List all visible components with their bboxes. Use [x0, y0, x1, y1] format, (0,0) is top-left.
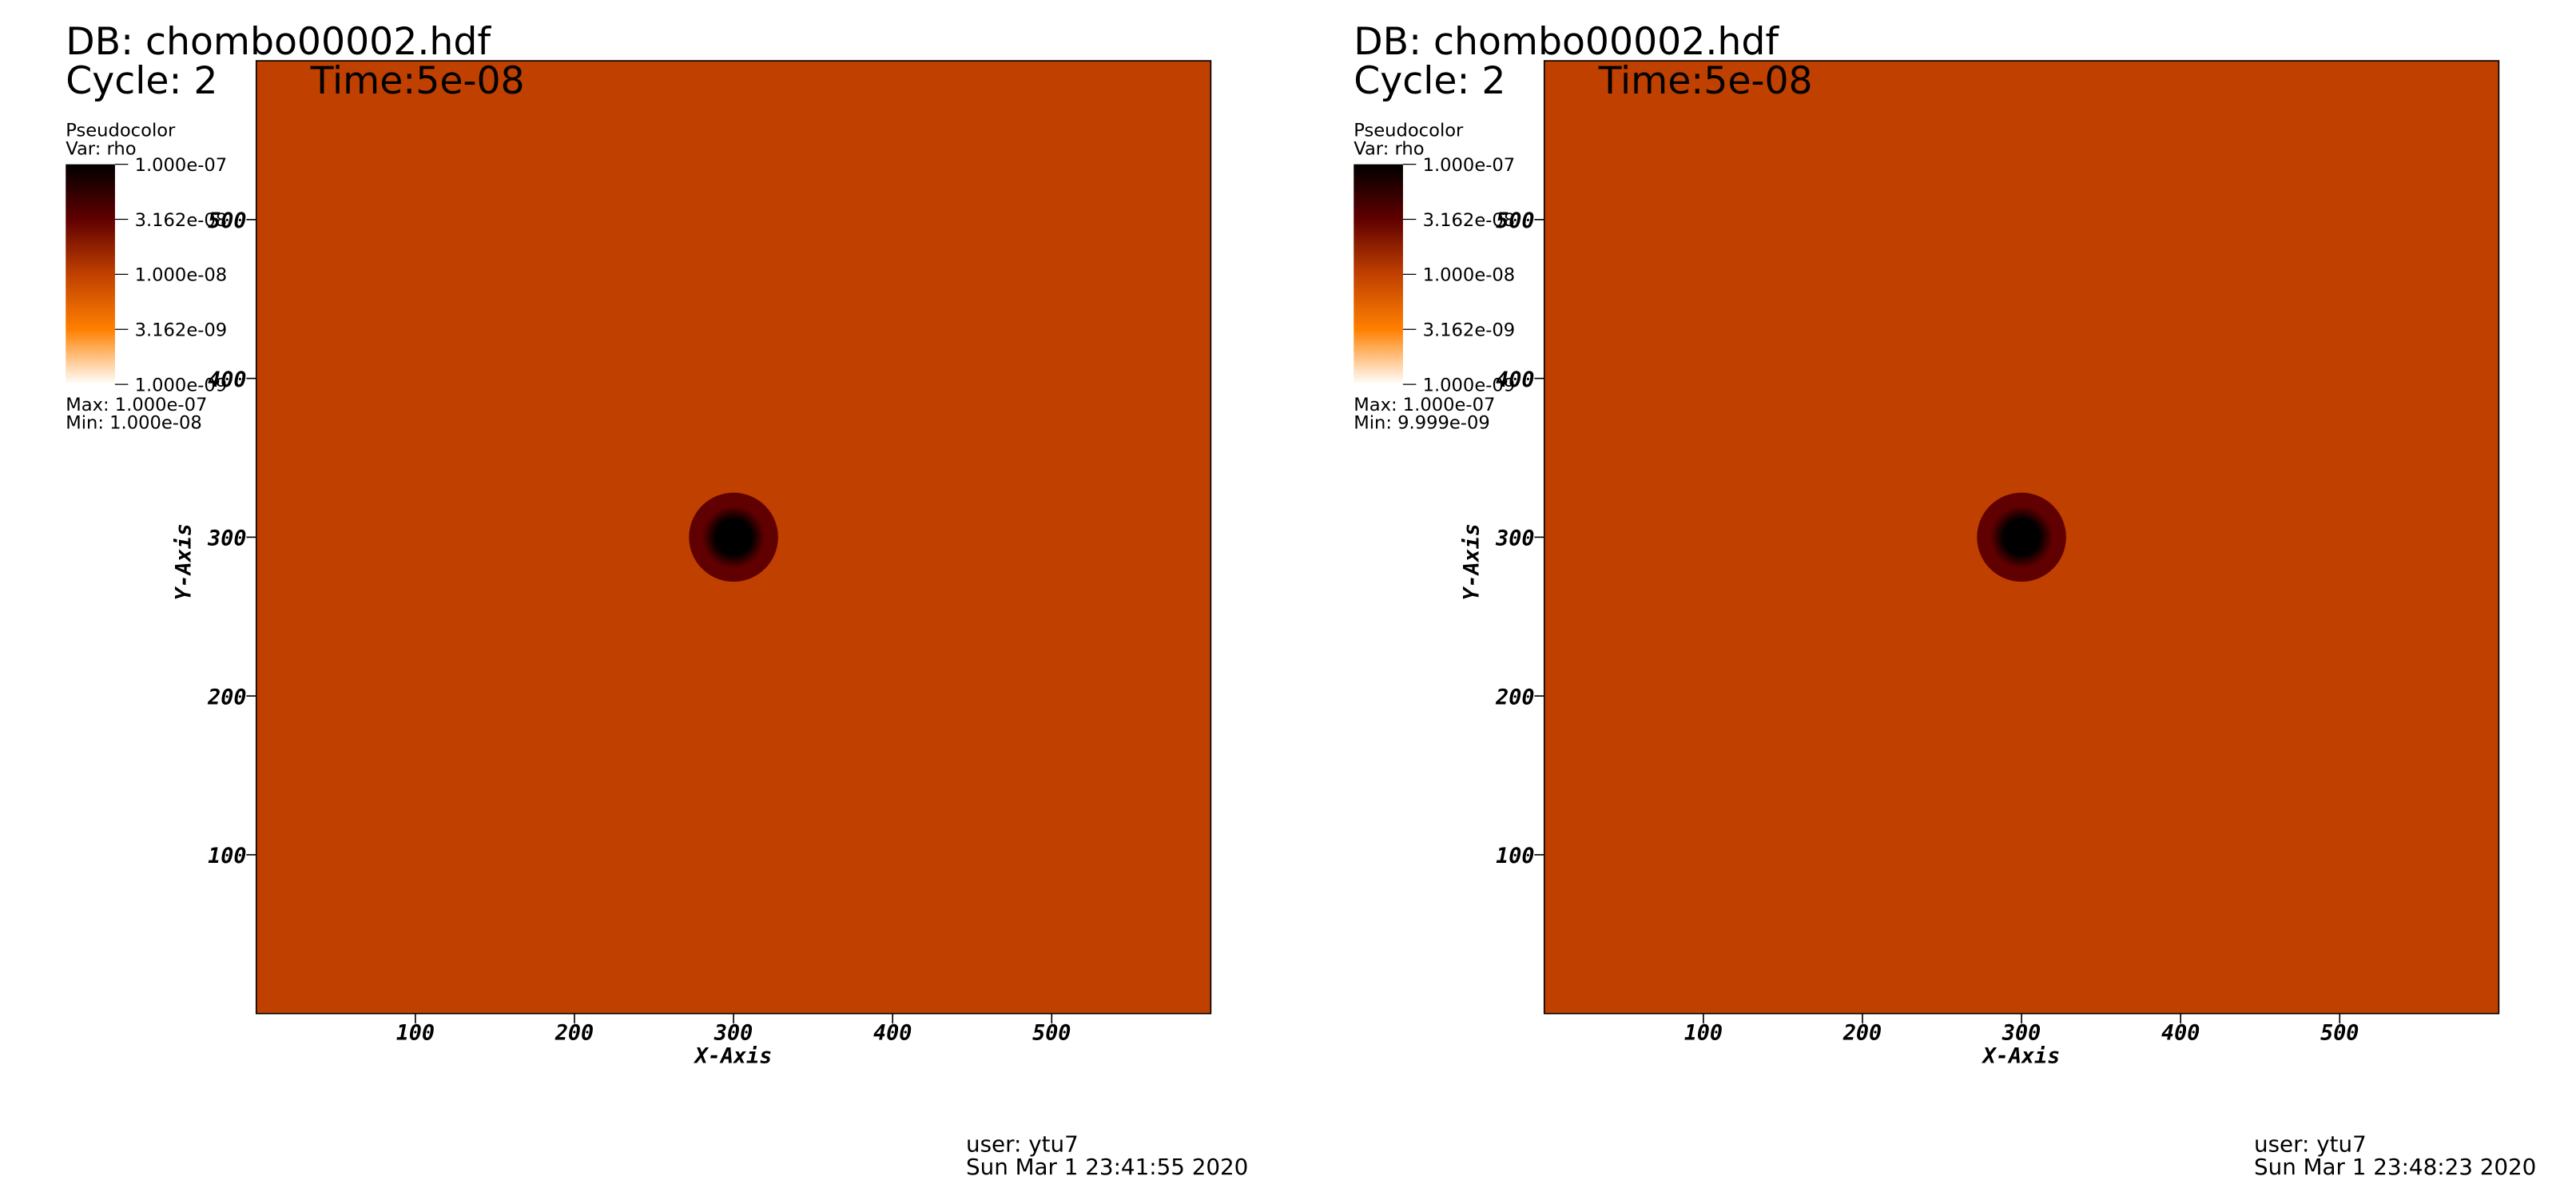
- colorbar-tick-label: 1.000e-08: [1423, 265, 1516, 286]
- legend-variable: Var: rho: [1354, 138, 1424, 159]
- max-label: Max: 1.000e-07: [66, 395, 207, 415]
- cycle: Cycle: 2: [1354, 59, 1505, 103]
- time: Time:5e-08: [1598, 59, 1813, 103]
- x-tick-label: 100: [1684, 1021, 1723, 1046]
- y-tick-label: 500: [208, 209, 246, 233]
- x-tick-label: 500: [2320, 1021, 2359, 1046]
- colorbar-tick-label: 1.000e-07: [1423, 155, 1516, 176]
- y-tick-label: 200: [1495, 685, 1534, 709]
- y-tick-label: 200: [207, 685, 246, 709]
- legend-variable: Var: rho: [66, 138, 136, 159]
- y-tick-label: 400: [1496, 368, 1534, 392]
- x-tick-label: 400: [873, 1021, 912, 1046]
- colorbar-tick-label: 1.000e-09: [1423, 375, 1516, 395]
- y-tick-label: 100: [1496, 844, 1534, 868]
- user: user: ytu7: [2254, 1130, 2367, 1157]
- panel: 100 200 300 400 500 100 200 300 400 500 X-Axis Y-Ax…: [66, 20, 1248, 1180]
- max-label: Max: 1.000e-07: [1354, 395, 1495, 415]
- db-name: DB: chombo00002.hdf: [1354, 20, 1779, 64]
- x-tick-label: 500: [1032, 1021, 1071, 1046]
- colorbar-tick-label: 3.162e-09: [1423, 320, 1516, 341]
- y-axis-label: Y-Axis: [1460, 523, 1485, 601]
- y-tick-label: 300: [1495, 526, 1534, 551]
- colorbar: [66, 164, 115, 385]
- y-tick-label: 400: [208, 368, 246, 392]
- x-tick-label: 300: [2002, 1021, 2041, 1046]
- x-axis-label: X-Axis: [1982, 1043, 2061, 1068]
- colorbar-tick-label: 3.162e-08: [1423, 210, 1516, 231]
- date: Sun Mar 1 23:41:55 2020: [966, 1154, 1248, 1180]
- x-tick-label: 300: [714, 1021, 753, 1046]
- db-name: DB: chombo00002.hdf: [66, 20, 491, 64]
- legend-title: Pseudocolor: [1354, 121, 1464, 141]
- colorbar-tick-label: 3.162e-08: [135, 210, 228, 231]
- cycle: Cycle: 2: [66, 59, 217, 103]
- panel: 100 200 300 400 500 100 200 300 400 500 X-Axis Y-Ax…: [1354, 20, 2536, 1180]
- colorbar-tick-label: 1.000e-07: [135, 155, 228, 176]
- date: Sun Mar 1 23:48:23 2020: [2254, 1154, 2536, 1180]
- y-tick-label: 500: [1496, 209, 1534, 233]
- x-tick-label: 200: [1843, 1021, 1882, 1046]
- colorbar-tick-label: 1.000e-08: [135, 265, 228, 286]
- feature: [689, 492, 778, 582]
- legend-title: Pseudocolor: [66, 121, 176, 141]
- x-axis-label: X-Axis: [694, 1043, 773, 1068]
- y-tick-label: 100: [208, 844, 246, 868]
- x-tick-label: 400: [2161, 1021, 2200, 1046]
- y-tick-label: 300: [207, 526, 246, 551]
- colorbar-tick-label: 3.162e-09: [135, 320, 228, 341]
- colorbar-tick-label: 1.000e-09: [135, 375, 228, 395]
- user: user: ytu7: [966, 1130, 1079, 1157]
- min-label: Min: 1.000e-08: [66, 413, 202, 434]
- time: Time:5e-08: [310, 59, 525, 103]
- feature: [1977, 492, 2066, 582]
- x-tick-label: 200: [555, 1021, 594, 1046]
- min-label: Min: 9.999e-09: [1354, 413, 1490, 434]
- y-axis-label: Y-Axis: [172, 523, 197, 601]
- colorbar: [1354, 164, 1403, 385]
- x-tick-label: 100: [396, 1021, 435, 1046]
